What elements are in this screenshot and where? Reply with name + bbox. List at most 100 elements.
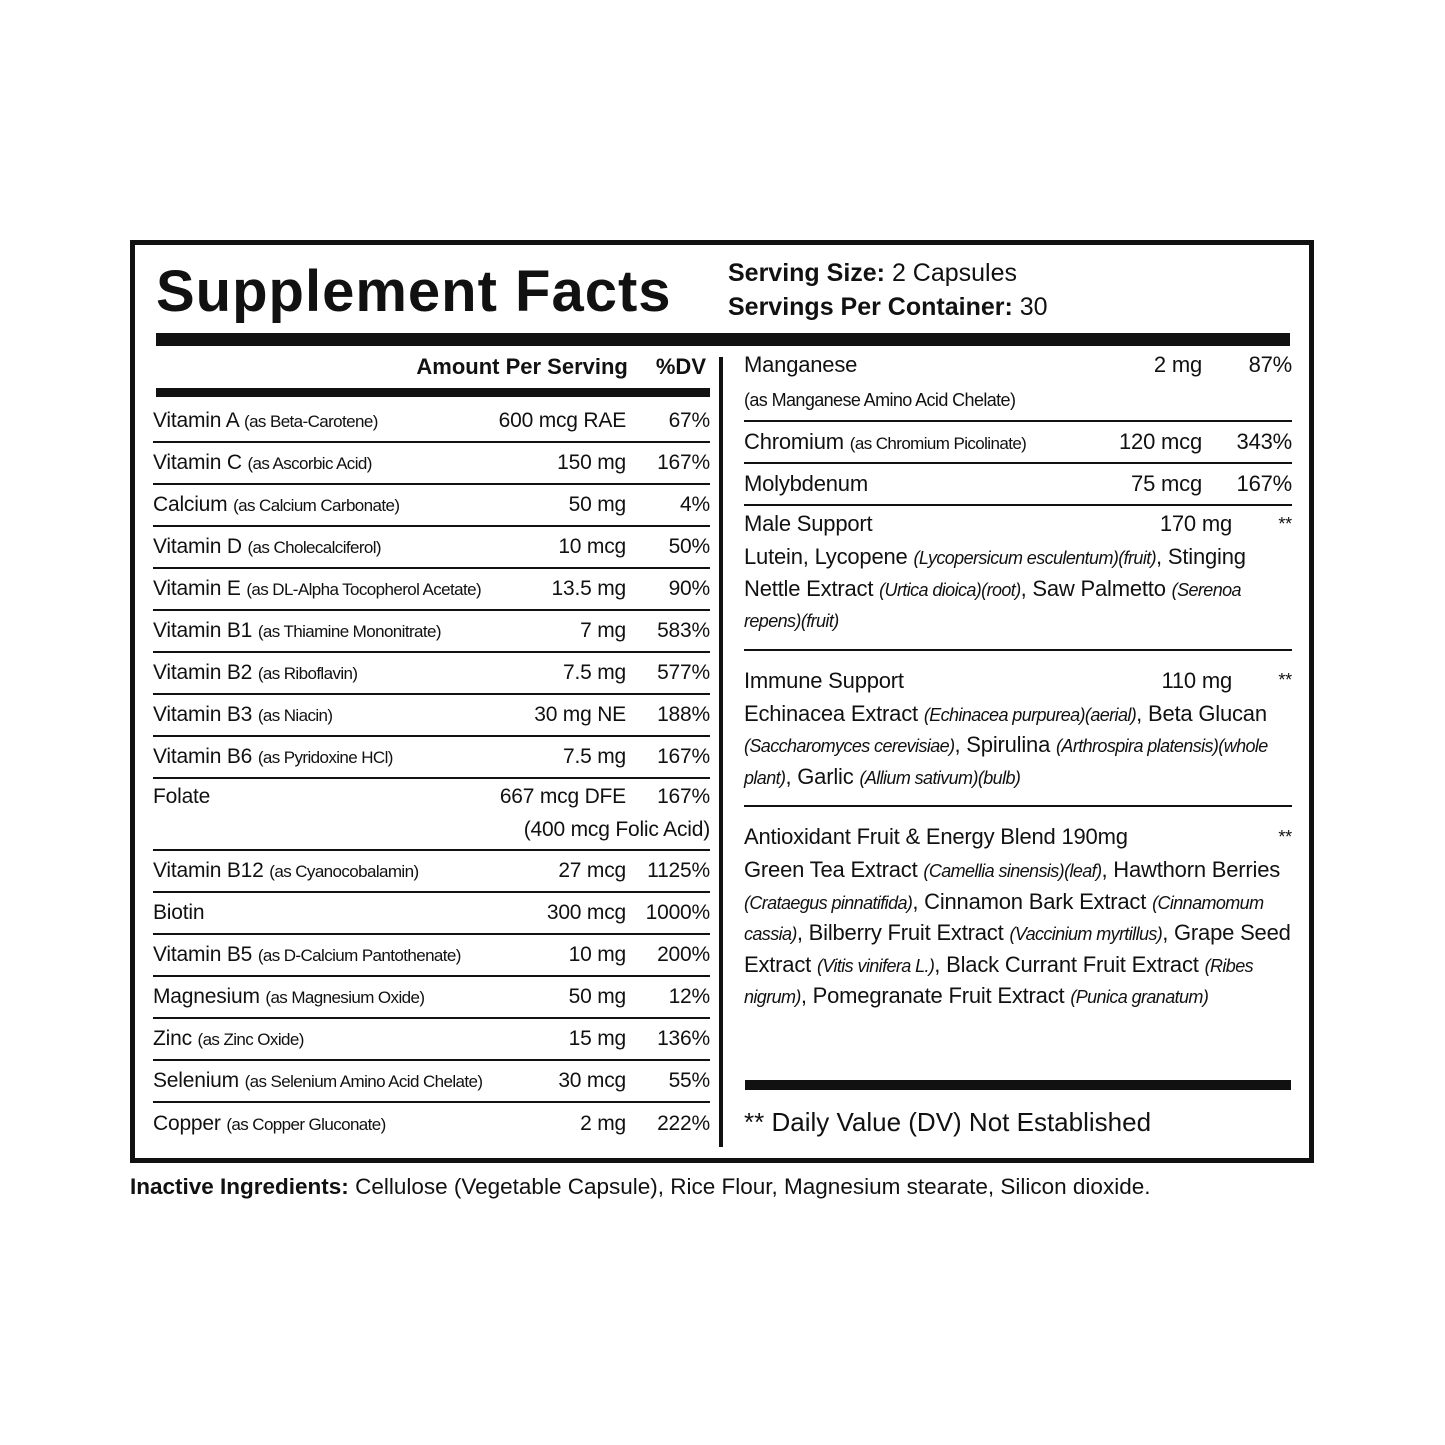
nutrient-amount: 30 mcg <box>558 1069 626 1092</box>
nutrient-source: (as Manganese Amino Acid Chelate) <box>744 389 1016 410</box>
supplement-facts-panel <box>130 240 1314 1163</box>
blends: Male Support 170 mg ** Lutein, Lycopene (Ly… <box>744 506 1292 1025</box>
ingredient-name: , Black Currant Fruit Extract <box>934 951 1205 977</box>
ingredient-species: (Ribes nigrum) <box>744 955 1254 1008</box>
blend-header: Antioxidant Fruit & Energy Blend 190mg ** <box>744 819 1292 855</box>
nutrient-amount: 120 mcg <box>1119 429 1202 454</box>
ingredient-name: , Hawthorn Berries <box>1101 857 1281 882</box>
divider-thick <box>745 1080 1291 1090</box>
nutrient-dv: 167% <box>657 785 710 808</box>
nutrient-label: Vitamin E <box>153 577 241 600</box>
nutrient-dv: 50% <box>668 535 711 558</box>
table-row: Folate 667 mcg DFE 167% (400 mcg Folic Acid… <box>153 779 710 851</box>
ingredient-name: , Spirulina <box>954 732 1057 757</box>
nutrient-dv: 67% <box>668 409 711 432</box>
nutrient-amount: 2 mg <box>580 1112 626 1135</box>
nutrient-amount: 10 mg <box>568 943 627 966</box>
blend-ingredients: Lutein, Lycopene (Lycopersicum esculentu… <box>744 542 1292 637</box>
nutrient-source: (as Beta-Carotene) <box>244 412 378 431</box>
blend-amount: 110 mg <box>1161 667 1232 693</box>
table-row: Chromium (as Chromium Picolinate) 120 mcg… <box>744 422 1292 464</box>
nutrient-label: Vitamin B2 <box>153 661 253 684</box>
nutrient-source: (as Cholecalciferol) <box>247 538 382 557</box>
nutrient-dv: 577% <box>657 661 710 684</box>
nutrient-dv: 222% <box>657 1112 710 1135</box>
nutrient-label: Copper <box>153 1112 221 1135</box>
nutrient-label: Biotin <box>153 901 205 924</box>
ingredient-name: , Beta Glucan <box>1136 700 1267 726</box>
table-row: Zinc (as Zinc Oxide) 15 mg 136% <box>153 1019 710 1061</box>
nutrient-name: Vitamin A (as Beta-Carotene) <box>153 409 378 433</box>
table-row: Manganese 2 mg 87% (as Manganese Amino Acid… <box>744 352 1292 422</box>
ingredient-species: (Urtica dioica)(root) <box>879 579 1021 600</box>
serving-size-label: Serving Size: <box>728 259 885 287</box>
table-row: Vitamin B12 (as Cyanocobalamin) 27 mcg 112… <box>153 851 710 893</box>
nutrient-amount: 600 mcg RAE <box>498 409 627 432</box>
nutrient-label: Chromium <box>744 429 844 454</box>
nutrient-source: (as Riboflavin) <box>257 664 358 683</box>
blend-name: Antioxidant Fruit & Energy Blend 190mg <box>744 824 1128 849</box>
nutrient-source: (as DL-Alpha Tocopherol Acetate) <box>246 580 482 599</box>
proprietary-blend: Antioxidant Fruit & Energy Blend 190mg **… <box>744 819 1292 1025</box>
footnote: ** Daily Value (DV) Not Established <box>744 1107 1152 1137</box>
ingredient-species: (Camellia sinensis)(leaf) <box>923 861 1102 881</box>
nutrient-label: Vitamin C <box>153 451 242 474</box>
ingredient-name: , Cinnamon Bark Extract <box>912 888 1153 914</box>
nutrient-label: Manganese <box>744 352 858 377</box>
ingredient-name: , Pomegranate Fruit Extract <box>800 983 1071 1008</box>
nutrient-name: Copper (as Copper Gluconate) <box>153 1112 386 1136</box>
nutrient-dv: 583% <box>657 619 710 642</box>
nutrient-name: Vitamin B5 (as D-Calcium Pantothenate) <box>153 943 461 967</box>
nutrient-source: (as D-Calcium Pantothenate) <box>257 946 462 965</box>
table-row: Vitamin E (as DL-Alpha Tocopherol Acetat… <box>153 569 710 611</box>
right-rows: Manganese 2 mg 87% (as Manganese Amino Acid… <box>744 352 1292 506</box>
nutrient-name: Vitamin C (as Ascorbic Acid) <box>153 451 372 475</box>
nutrient-amount: 300 mcg <box>546 901 626 924</box>
nutrient-dv: 167% <box>657 451 710 474</box>
nutrient-name: Manganese <box>744 352 857 378</box>
table-row: Vitamin D (as Cholecalciferol) 10 mcg 50% <box>153 527 710 569</box>
nutrient-label: Molybdenum <box>744 471 868 496</box>
ingredient-species: (Serenoa repens)(fruit) <box>744 579 1242 632</box>
nutrient-name: Chromium (as Chromium Picolinate) <box>744 429 1027 455</box>
column-divider <box>719 357 723 1147</box>
nutrient-dv: 87% <box>1248 352 1293 377</box>
table-row: Vitamin B3 (as Niacin) 30 mg NE 188% <box>153 695 710 737</box>
nutrient-name: Vitamin E (as DL-Alpha Tocopherol Acetat… <box>153 577 482 601</box>
nutrient-name: Zinc (as Zinc Oxide) <box>153 1027 304 1051</box>
table-row: Selenium (as Selenium Amino Acid Chelate… <box>153 1061 710 1103</box>
table-row: Biotin 300 mcg 1000% <box>153 893 710 935</box>
nutrient-amount: 15 mg <box>568 1027 627 1050</box>
nutrient-label: Vitamin B5 <box>153 943 253 966</box>
table-row: Vitamin A (as Beta-Carotene) 600 mcg RAE 6… <box>153 401 710 443</box>
nutrient-label: Folate <box>153 785 211 808</box>
nutrient-source: (as Ascorbic Acid) <box>247 454 373 473</box>
serving-size-value: 2 Capsules <box>885 259 1018 287</box>
nutrient-dv: 343% <box>1236 429 1293 454</box>
nutrient-amount: 27 mcg <box>558 859 626 882</box>
nutrient-amount: 50 mg <box>568 985 627 1008</box>
nutrient-amount-note: (400 mcg Folic Acid) <box>523 818 710 841</box>
nutrient-dv: 90% <box>668 577 711 600</box>
nutrient-name: Magnesium (as Magnesium Oxide) <box>153 985 425 1009</box>
ingredient-name: Echinacea Extract <box>744 700 924 726</box>
servings-per-container-value: 30 <box>1012 293 1048 321</box>
inactive-value: Cellulose (Vegetable Capsule), Rice Flou… <box>348 1174 1151 1199</box>
nutrient-source: (as Zinc Oxide) <box>197 1030 305 1049</box>
ingredient-species: (Saccharomyces cerevisiae) <box>744 736 955 756</box>
proprietary-blend: Immune Support 110 mg ** Echinacea Extract … <box>744 663 1292 807</box>
nutrient-dv: 167% <box>657 745 710 768</box>
ingredient-species: (Crataegus pinnatifida) <box>744 892 913 913</box>
blend-ingredients: Echinacea Extract (Echinacea purpurea)(a… <box>744 699 1292 794</box>
nutrient-source: (as Selenium Amino Acid Chelate) <box>244 1072 483 1091</box>
nutrient-dv: 1000% <box>645 901 711 924</box>
nutrient-source: (as Copper Gluconate) <box>226 1115 386 1134</box>
nutrient-amount: 7.5 mg <box>563 661 626 684</box>
table-row: Vitamin B1 (as Thiamine Mononitrate) 7 mg… <box>153 611 710 653</box>
nutrient-name: Vitamin B1 (as Thiamine Mononitrate) <box>153 619 442 643</box>
ingredient-name: , Saw Palmetto <box>1020 575 1172 601</box>
servings-per-container-label: Servings Per Container: <box>728 293 1013 321</box>
nutrient-label: Calcium <box>153 493 228 516</box>
blend-header: Immune Support 110 mg ** <box>744 663 1292 699</box>
blend-dv: ** <box>1278 670 1292 690</box>
